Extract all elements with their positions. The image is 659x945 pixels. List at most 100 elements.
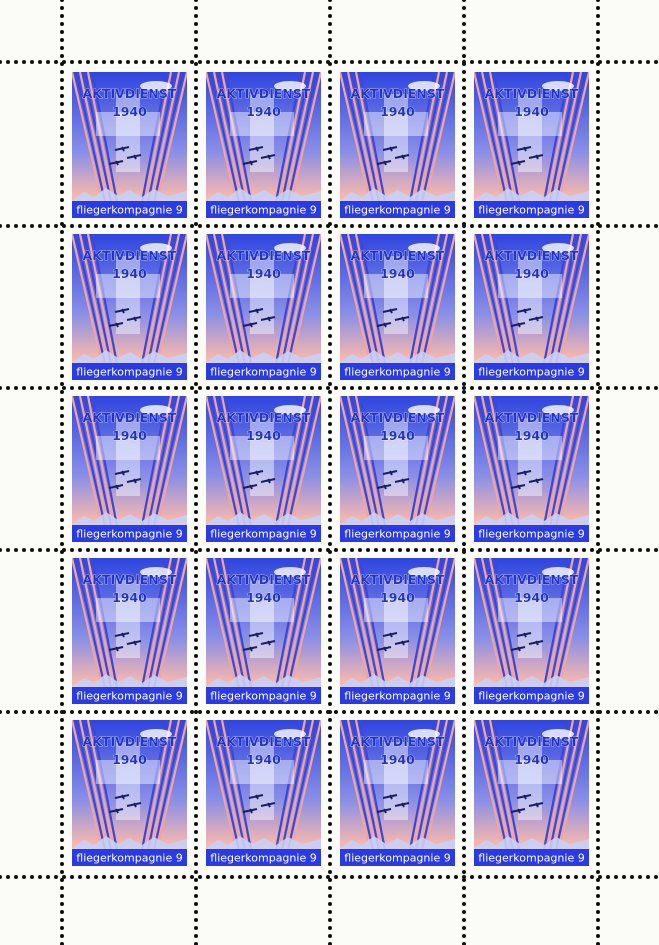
plane [260,316,276,322]
caption-bar [206,849,321,866]
ray [554,720,587,851]
ray [208,396,241,527]
ray [212,558,244,689]
ray [146,72,177,203]
ray [224,720,253,851]
ray [206,558,238,689]
ray [342,720,375,851]
ray [554,234,587,365]
ray [492,72,521,203]
ray [346,396,378,527]
ray [545,558,575,689]
ray [72,72,104,203]
ray [417,720,449,851]
plane [376,322,392,328]
plane [382,632,398,638]
ray [476,720,509,851]
plane [248,146,264,152]
ray [78,396,110,527]
ray [286,234,319,365]
cross [116,418,140,496]
ray [350,558,381,689]
caption-bar [340,849,455,866]
cross [96,436,160,460]
cross [116,94,140,172]
ray [155,396,187,527]
ray [82,234,113,365]
ray [551,234,583,365]
ray [216,558,247,689]
plane [510,484,526,490]
ray [283,558,315,689]
plane [126,640,142,646]
stamp: AKTIVDIENST 1940 fliegerkompagnie 9 [206,72,321,218]
ray [274,396,303,527]
ray [280,720,311,851]
stamp: AKTIVDIENST 1940 fliegerkompagnie 9 [340,234,455,380]
stamp-year: 1940 [514,266,549,281]
stamp: AKTIVDIENST 1940 fliegerkompagnie 9 [206,558,321,704]
mountains [206,836,321,850]
cloud [274,567,306,577]
plane [126,316,142,322]
plane [394,316,410,322]
ray [480,558,512,689]
plane [114,794,130,800]
ray [354,396,384,527]
stamp-caption: fliegerkompagnie 9 [210,852,316,865]
mountains [340,836,455,850]
ray [283,234,315,365]
plane [510,646,526,652]
ray [488,396,518,527]
ray [492,234,521,365]
ray [545,396,575,527]
stamp-title: AKTIVDIENST [83,734,177,749]
stamp-year: 1940 [246,428,281,443]
ray [417,558,449,689]
plane [260,640,276,646]
plane [516,632,532,638]
ray [542,396,571,527]
stamp: AKTIVDIENST 1940 fliegerkompagnie 9 [72,558,187,704]
ray [420,72,453,203]
stamp-title: AKTIVDIENST [217,572,311,587]
ray [74,396,107,527]
plane [516,308,532,314]
ray [411,72,441,203]
cross [384,256,408,334]
mountains [474,836,589,850]
stamp-caption: fliegerkompagnie 9 [210,204,316,217]
ray [488,558,518,689]
ray [350,396,381,527]
ray [358,396,387,527]
ray [414,720,445,851]
ray [72,396,104,527]
mountains [206,674,321,688]
cross [230,436,294,460]
stamp-year: 1940 [514,428,549,443]
ray [280,396,311,527]
ray [216,234,247,365]
ray [152,72,185,203]
stamp-year: 1940 [112,104,147,119]
ray [78,234,110,365]
cloud [140,729,172,739]
ray [143,558,173,689]
ray [146,720,177,851]
cross [96,112,160,136]
cross [518,742,542,820]
cloud [140,405,172,415]
cross [518,580,542,658]
stamp-year: 1940 [380,266,415,281]
ray [557,234,589,365]
ray [143,396,173,527]
cross [250,742,274,820]
ray [476,396,509,527]
ray [488,720,518,851]
ray [140,72,169,203]
plane [248,470,264,476]
ray [86,72,116,203]
plane [528,802,544,808]
ray [212,234,244,365]
